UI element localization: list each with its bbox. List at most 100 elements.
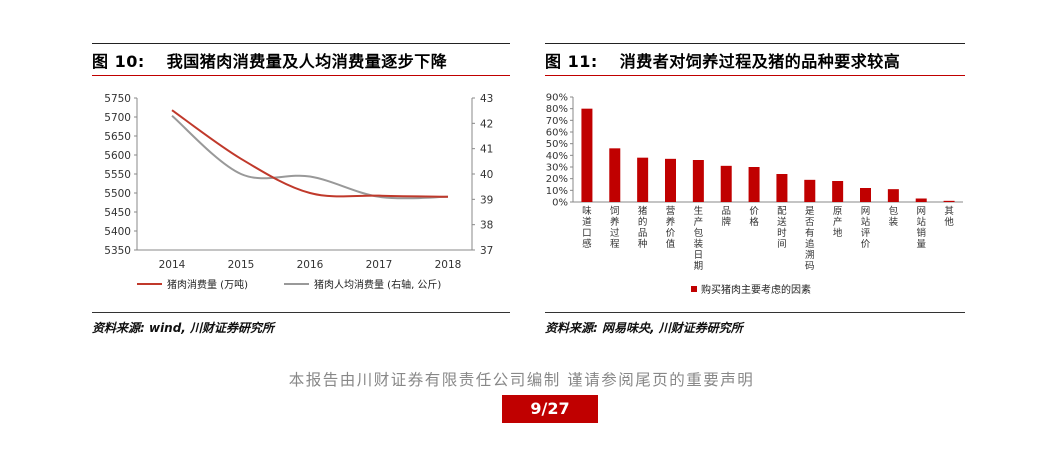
y-tick-label: 30%	[546, 163, 568, 174]
category-label-char: 追	[805, 238, 815, 250]
x-tick-label: 2018	[435, 259, 462, 271]
y-tick-label: 90%	[546, 93, 568, 104]
bar	[609, 148, 621, 202]
category-label-char: 网	[861, 206, 871, 217]
category-label-char: 感	[582, 238, 592, 250]
category-label-char: 网	[916, 206, 926, 217]
figure-11-number: 图 11:	[545, 52, 598, 71]
figure-10-red-rule	[92, 75, 510, 76]
bar	[637, 157, 649, 202]
figure-11-source: 资料来源: 网易味央, 川财证券研究所	[545, 321, 743, 335]
category-label-char: 养	[666, 216, 676, 228]
right-tick-label: 41	[480, 144, 493, 156]
bar	[692, 160, 704, 202]
right-tick-label: 42	[480, 118, 493, 130]
y-tick-label: 20%	[546, 174, 568, 185]
left-tick-label: 5550	[104, 169, 131, 181]
category-label-char: 养	[610, 216, 620, 228]
bar	[804, 179, 816, 202]
figure-10-title: 图 10: 我国猪肉消费量及人均消费量逐步下降	[92, 48, 447, 72]
x-tick-label: 2017	[366, 259, 393, 271]
figure-10-number: 图 10:	[92, 52, 145, 71]
bar	[720, 165, 732, 202]
bar	[832, 181, 844, 202]
category-label-char: 味	[582, 205, 592, 217]
figure-11-title-text: 消费者对饲养过程及猪的品种要求较高	[619, 52, 901, 71]
category-label-char: 过	[610, 227, 620, 239]
y-tick-label: 60%	[546, 128, 568, 139]
category-label-char: 产	[694, 216, 704, 228]
y-tick-label: 10%	[546, 186, 568, 197]
left-tick-label: 5700	[104, 112, 131, 124]
figure-10-top-rule	[92, 43, 510, 44]
category-label-char: 猪	[638, 205, 648, 217]
category-label-char: 否	[805, 217, 815, 228]
category-label-char: 生	[694, 205, 704, 217]
category-label-char: 配	[777, 206, 787, 217]
figure-11-bottom-rule	[545, 312, 965, 313]
right-tick-label: 43	[480, 93, 493, 105]
left-tick-label: 5750	[104, 93, 131, 105]
category-label-char: 量	[916, 239, 926, 250]
category-label-char: 是	[805, 206, 815, 217]
y-tick-label: 80%	[546, 104, 568, 115]
right-tick-label: 39	[480, 194, 493, 206]
bar	[943, 200, 955, 202]
category-label-char: 品	[721, 206, 731, 217]
category-label-char: 包	[694, 227, 704, 239]
disclaimer-footer: 本报告由川财证券有限责任公司编制 谨请参阅尾页的重要声明	[288, 371, 755, 389]
figure-10-bottom-rule	[92, 312, 510, 313]
category-label-char: 值	[666, 238, 676, 250]
figure-10-title-text: 我国猪肉消费量及人均消费量逐步下降	[166, 52, 448, 71]
series-line-per-capita	[171, 114, 449, 200]
category-label-char: 有	[805, 227, 815, 239]
category-label-char: 他	[944, 216, 954, 228]
figure-10-chart: 5750 5700 5650 5600 5550 5500 5450 5400 5350 43 42…	[104, 93, 493, 291]
bar	[860, 188, 871, 202]
legend-swatch	[691, 286, 697, 292]
y-tick-label: 0%	[552, 198, 568, 209]
series-line-total	[171, 109, 449, 198]
category-label-char: 站	[916, 216, 926, 228]
category-label-char: 口	[582, 228, 592, 239]
bar	[665, 158, 676, 202]
page-number-badge: 9/27	[502, 395, 598, 423]
bar	[748, 167, 760, 202]
category-label-char: 种	[638, 238, 648, 250]
category-label-char: 日	[694, 250, 704, 261]
figure-11-title: 图 11: 消费者对饲养过程及猪的品种要求较高	[545, 48, 900, 72]
right-tick-label: 38	[480, 220, 493, 232]
category-label-char: 溯	[805, 249, 815, 261]
category-label-char: 产	[833, 216, 843, 228]
legend-label: 购买猪肉主要考虑的因素	[701, 283, 811, 296]
bar	[915, 198, 927, 202]
category-label-char: 牌	[721, 216, 731, 228]
category-label-char: 价	[749, 206, 759, 217]
category-label-char: 营	[666, 205, 676, 217]
category-label-char: 格	[749, 216, 759, 228]
category-label-char: 价	[861, 239, 871, 250]
left-tick-label: 5650	[104, 131, 131, 143]
right-tick-label: 40	[480, 169, 493, 181]
legend-label-per-capita: 猪肉人均消费量 (右轴, 公斤)	[314, 278, 441, 291]
bar	[776, 174, 788, 202]
category-label-char: 程	[610, 239, 620, 250]
category-label-char: 装	[889, 216, 899, 228]
category-label-char: 码	[805, 261, 815, 272]
figure-11-chart: 90%80%70%60%50%40%30%20%10%0%味道口感饲养过程猪的品…	[546, 93, 963, 296]
category-label-char: 品	[638, 228, 648, 239]
category-label-char: 道	[582, 216, 592, 228]
category-label-char: 饲	[610, 205, 620, 217]
figure-11-top-rule	[545, 43, 965, 44]
category-label-char: 期	[694, 261, 704, 272]
left-tick-label: 5400	[104, 226, 131, 238]
category-label-char: 送	[777, 216, 787, 228]
category-label-char: 评	[861, 228, 871, 239]
y-tick-label: 70%	[546, 116, 568, 127]
left-tick-label: 5600	[104, 150, 131, 162]
x-tick-label: 2014	[159, 259, 186, 271]
category-label-char: 装	[694, 238, 704, 250]
category-label-char: 间	[777, 238, 787, 250]
figure-11-red-rule	[545, 75, 965, 76]
category-label-char: 的	[638, 216, 648, 228]
